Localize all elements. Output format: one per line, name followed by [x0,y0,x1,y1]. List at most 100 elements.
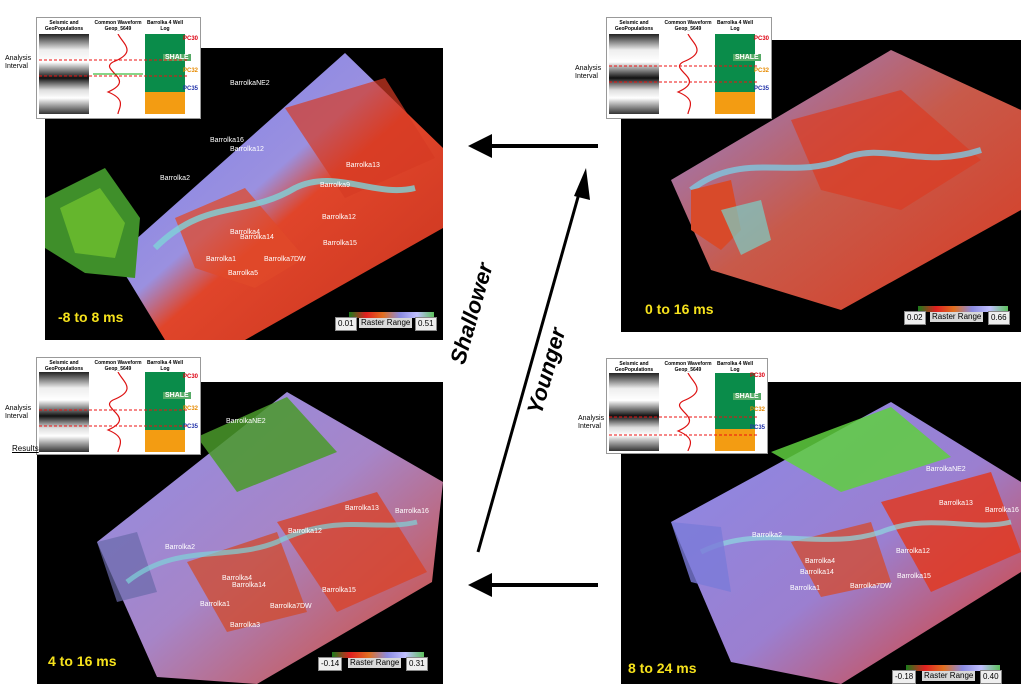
well-label: Barrolka13 [345,505,379,512]
raster-range-label: Raster Range [359,318,413,328]
time-label-top-right: 0 to 16 ms [645,301,714,317]
well-label: Barrolka13 [939,500,973,507]
shale-label: SHALE [733,54,761,61]
raster-min[interactable]: 0.01 [335,317,357,331]
inset-col-welllog: Barrolka 4 Well Log [146,20,184,32]
pc35-label: PC35 [182,86,198,92]
well-log: SHALE [715,373,761,451]
well-label: Barrolka5 [228,270,258,277]
seismic-section [39,372,89,452]
raster-min[interactable]: 0.02 [904,311,926,325]
pc30-label: PC30 [753,36,769,42]
interval-lines [609,416,757,436]
raster-colorbar [349,312,434,318]
well-label: Barrolka2 [165,544,195,551]
well-label: Barrolka16 [395,508,429,515]
well-label: Barrolka14 [240,234,274,241]
well-label: Barrolka4 [805,558,835,565]
raster-range-label: Raster Range [930,312,984,322]
raster-max[interactable]: 0.66 [988,311,1010,325]
well-label: Barrolka7DW [264,256,306,263]
waveform-trace [93,34,143,114]
raster-max[interactable]: 0.40 [980,670,1002,684]
orange-zone [145,430,185,452]
waveform-trace [663,373,713,451]
raster-colorbar [906,665,1000,671]
pc30-label: PC30 [749,373,765,379]
well-label: Barrolka12 [230,146,264,153]
well-label: Barrolka15 [322,587,356,594]
inset-col-welllog: Barrolka 4 Well Log [146,360,184,372]
inset-top-left: Seismic and GeoPopulations Common Wavefo… [36,17,201,119]
raster-max[interactable]: 0.51 [415,317,437,331]
analysis-interval-label: Analysis Interval [5,405,32,420]
interval-lines [39,59,187,77]
pc32-label: PC32 [182,68,198,74]
well-label: Barrolka15 [897,573,931,580]
well-label: Barrolka7DW [270,603,312,610]
shale-label: SHALE [163,392,191,399]
arrow-up-diagonal [476,168,590,553]
time-label-bottom-right: 8 to 24 ms [628,660,697,676]
interval-lines [39,409,187,427]
well-label: Barrolka14 [232,582,266,589]
inset-col-waveform: Common Waveform Geop_5649 [664,20,712,32]
pc35-label: PC35 [182,424,198,430]
raster-range-top-left: 0.01 Raster Range 0.51 [335,312,443,331]
well-label: Barrolka15 [323,240,357,247]
raster-range-top-right: 0.02 Raster Range 0.66 [904,306,1020,325]
raster-colorbar [332,652,424,658]
well-log: SHALE [715,34,761,114]
raster-min[interactable]: -0.18 [892,670,917,684]
well-label: Barrolka1 [790,585,820,592]
raster-max[interactable]: 0.31 [406,657,428,671]
inset-col-welllog: Barrolka 4 Well Log [716,20,754,32]
shale-label: SHALE [733,393,761,400]
waveform-trace [663,34,713,114]
inset-col-seismic: Seismic and GeoPopulations [614,20,654,32]
analysis-interval-label: Analysis Interval [575,65,602,80]
time-label-top-left: -8 to 8 ms [58,309,124,325]
raster-range-bottom-right: -0.18 Raster Range 0.40 [892,665,1012,684]
well-log: SHALE [145,34,191,114]
pc30-label: PC30 [182,374,198,380]
well-label: BarrolkaNE2 [226,418,266,425]
well-label: Barrolka16 [210,137,244,144]
well-label: Barrolka12 [896,548,930,555]
waveform-trace [93,372,143,452]
well-label: Barrolka13 [346,162,380,169]
inset-bottom-left: Seismic and GeoPopulations Common Wavefo… [36,357,201,455]
attribute-map-top-right [671,50,1021,310]
inset-col-seismic: Seismic and GeoPopulations [44,20,84,32]
seismic-section [609,34,659,114]
well-label: Barrolka2 [160,175,190,182]
raster-min[interactable]: -0.14 [318,657,343,671]
pc32-label: PC32 [182,406,198,412]
well-log: SHALE [145,372,191,452]
inset-col-seismic: Seismic and GeoPopulations [614,361,654,373]
results-label: Results [12,444,39,453]
inset-col-waveform: Common Waveform Geop_5649 [94,20,142,32]
raster-colorbar [918,306,1008,312]
orange-zone [715,92,755,114]
interval-lines [609,65,757,83]
well-label: Barrolka12 [322,214,356,221]
seismic-section [609,373,659,451]
inset-bottom-right: Seismic and GeoPopulations Common Wavefo… [606,358,768,454]
analysis-interval-label: Analysis Interval [5,55,32,70]
inset-col-seismic: Seismic and GeoPopulations [44,360,84,372]
pc35-label: PC35 [749,425,765,431]
map-panel-bottom-right [621,382,1021,684]
well-label: Barrolka12 [288,528,322,535]
well-label: Barrolka7DW [850,583,892,590]
pc35-label: PC35 [753,86,769,92]
raster-range-label: Raster Range [922,671,976,681]
inset-col-waveform: Common Waveform Geop_5649 [94,360,142,372]
map-panel-top-left [45,48,443,340]
inset-top-right: Seismic and GeoPopulations Common Wavefo… [606,17,772,119]
shale-label: SHALE [163,54,191,61]
attribute-map-bottom-right [671,402,1021,684]
well-label: Barrolka16 [985,507,1019,514]
well-label: BarrolkaNE2 [926,466,966,473]
